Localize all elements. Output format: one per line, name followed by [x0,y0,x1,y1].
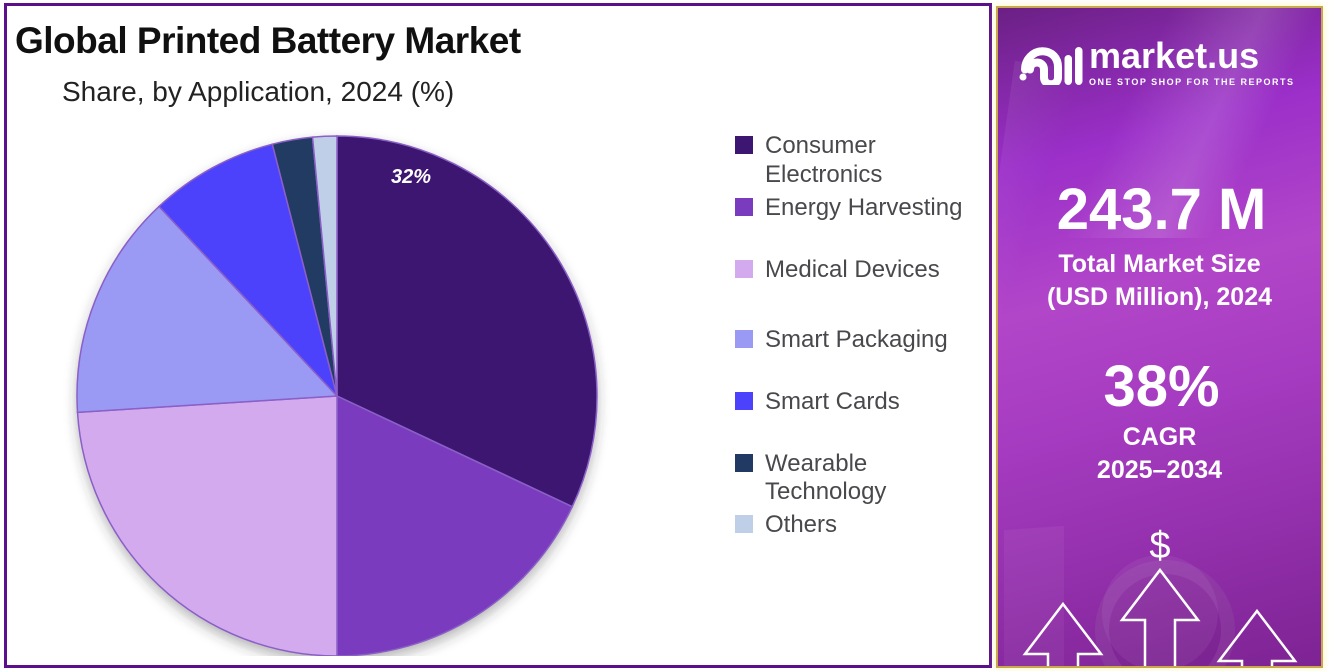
svg-text:$: $ [1149,525,1170,567]
